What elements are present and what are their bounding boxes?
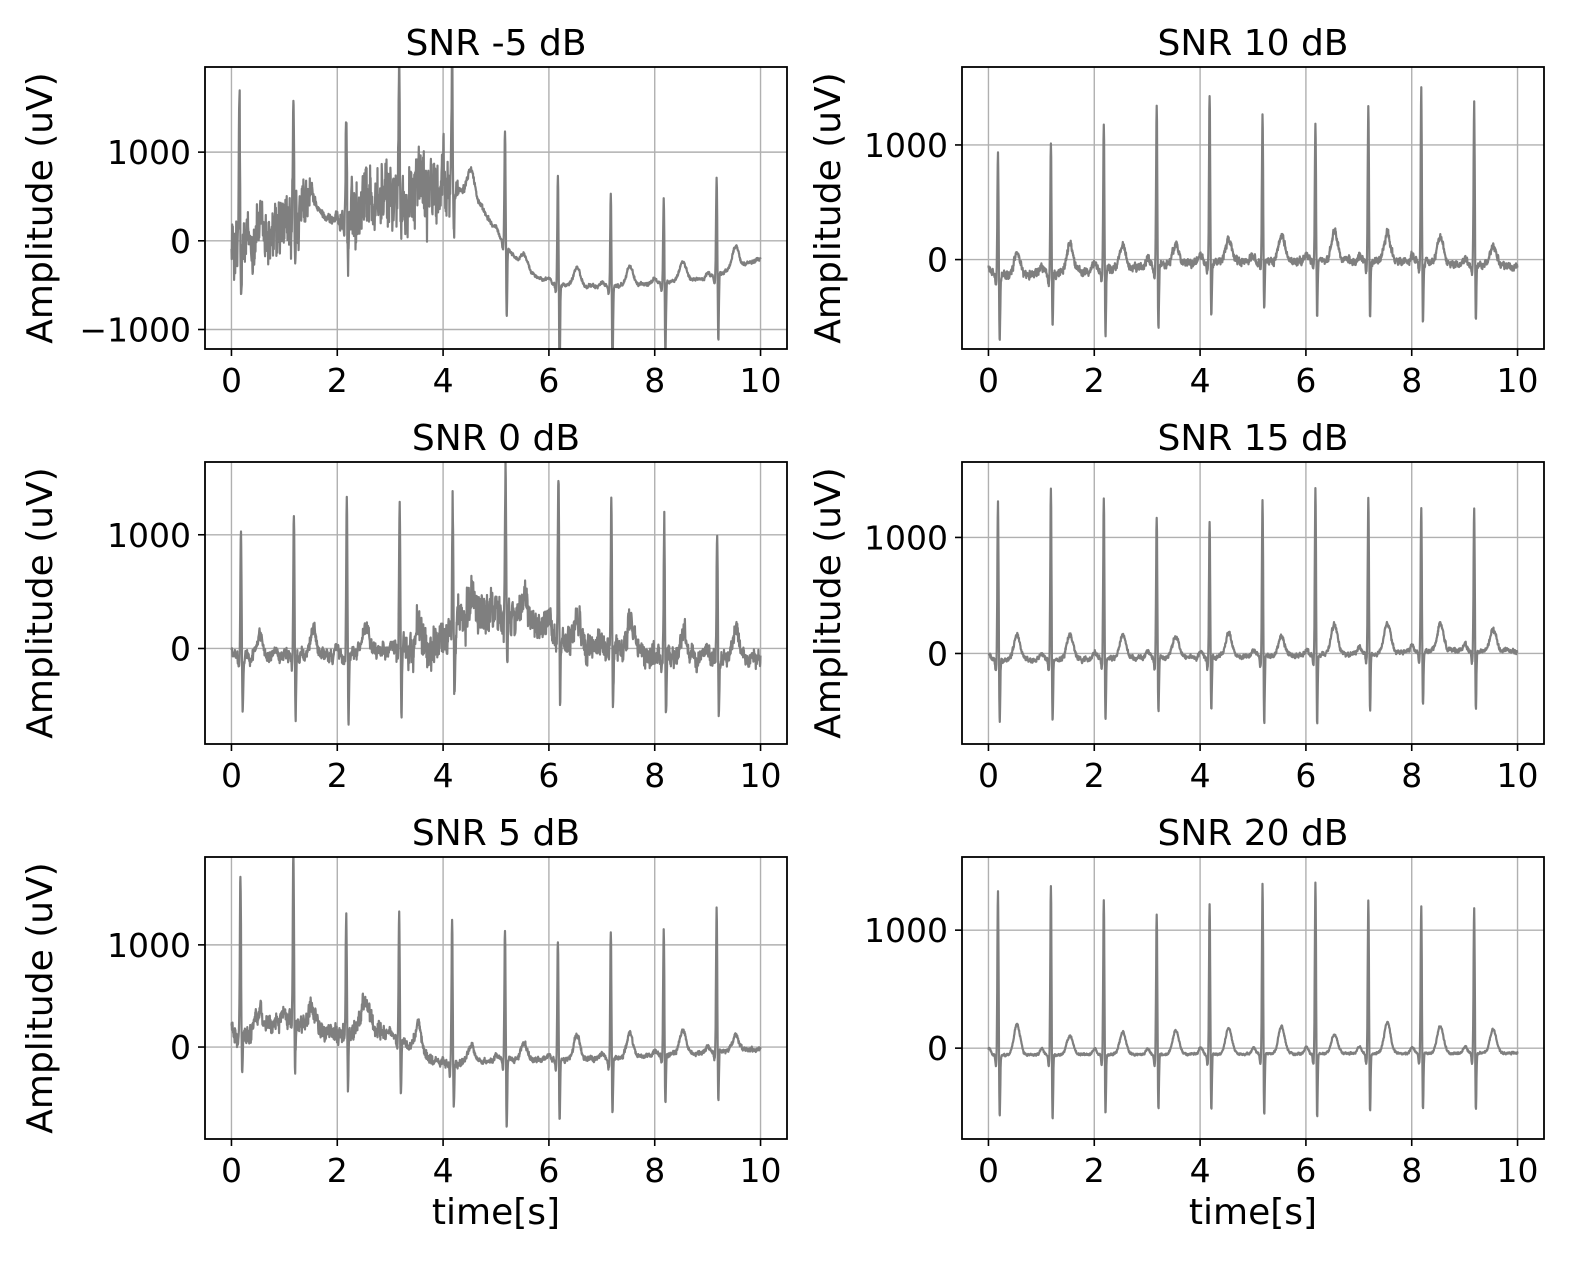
- x-tick-label: 6: [538, 361, 559, 400]
- ecg-signal-line: [230, 857, 762, 1128]
- y-tick-label: 0: [927, 634, 948, 673]
- x-tick-label: 0: [221, 756, 242, 795]
- y-tick-label: 1000: [107, 133, 191, 172]
- x-tick-label: 4: [433, 361, 454, 400]
- y-tick-label: 1000: [864, 126, 948, 165]
- x-tick-label: 6: [1295, 756, 1316, 795]
- x-tick-label: 2: [327, 1151, 348, 1190]
- x-tick-label: 8: [644, 756, 665, 795]
- x-tick-label: 4: [433, 756, 454, 795]
- chart-title: SNR 20 dB: [1157, 813, 1348, 854]
- chart-title: SNR -5 dB: [405, 23, 586, 64]
- x-tick-label: 8: [1401, 361, 1422, 400]
- x-tick-label: 0: [221, 1151, 242, 1190]
- x-tick-label: 2: [327, 361, 348, 400]
- x-tick-label: 0: [221, 361, 242, 400]
- x-axis-label: time[s]: [432, 1192, 560, 1233]
- plot-frame: [961, 66, 1545, 350]
- x-tick-label: 6: [1295, 361, 1316, 400]
- y-tick-label: 0: [170, 1028, 191, 1067]
- ecg-signal-line: [987, 487, 1519, 725]
- ecg-signal-line: [987, 881, 1519, 1120]
- chart-title: SNR 5 dB: [412, 813, 580, 854]
- y-tick-label: −1000: [79, 310, 191, 349]
- y-tick-label: 1000: [107, 516, 191, 555]
- x-tick-label: 4: [433, 1151, 454, 1190]
- y-tick-label: 1000: [107, 926, 191, 965]
- x-tick-label: 10: [1497, 756, 1539, 795]
- x-tick-label: 8: [644, 1151, 665, 1190]
- y-tick-label: 0: [927, 1029, 948, 1068]
- x-tick-label: 6: [538, 756, 559, 795]
- ecg-signal-line: [230, 462, 762, 726]
- chart-panel: 0 2 4 6 8 10 0 1000 SNR 10 dB Amplitude (uV): [808, 23, 1545, 400]
- x-tick-label: 6: [1295, 1151, 1316, 1190]
- plot-frame: [204, 856, 788, 1140]
- y-axis-label: Amplitude (uV): [808, 72, 849, 343]
- chart-panel: 0 2 4 6 8 10 0 1000 SNR 15 dB Amplitude (uV): [808, 418, 1545, 795]
- x-tick-label: 8: [1401, 756, 1422, 795]
- y-tick-label: 1000: [864, 518, 948, 557]
- y-axis-label: Amplitude (uV): [20, 862, 61, 1133]
- plot-frame: [961, 461, 1545, 745]
- x-tick-label: 6: [538, 1151, 559, 1190]
- x-tick-label: 8: [1401, 1151, 1422, 1190]
- chart-panel: 0 2 4 6 8 10 −1000 0 1000 SNR -5 dB Amplitude (uV): [20, 23, 788, 400]
- x-tick-label: 10: [740, 1151, 782, 1190]
- x-tick-label: 4: [1190, 756, 1211, 795]
- x-tick-label: 8: [644, 361, 665, 400]
- y-tick-label: 1000: [864, 911, 948, 950]
- y-tick-label: 0: [170, 629, 191, 668]
- y-axis-label: Amplitude (uV): [20, 467, 61, 738]
- ecg-signal-line: [987, 86, 1519, 341]
- x-tick-label: 4: [1190, 1151, 1211, 1190]
- x-tick-label: 2: [327, 756, 348, 795]
- ecg-signal-line: [230, 67, 762, 349]
- chart-title: SNR 0 dB: [412, 418, 580, 459]
- chart-panel: 0 2 4 6 8 10 0 1000 SNR 0 dB Amplitude (uV): [20, 418, 788, 795]
- x-tick-label: 2: [1084, 1151, 1105, 1190]
- y-tick-label: 0: [170, 222, 191, 261]
- plot-frame: [204, 461, 788, 745]
- chart-title: SNR 15 dB: [1157, 418, 1348, 459]
- x-tick-label: 2: [1084, 361, 1105, 400]
- plot-frame: [204, 66, 788, 350]
- chart-panel: 0 2 4 6 8 10 0 1000 SNR 20 dB time[s]: [864, 813, 1545, 1233]
- y-axis-label: Amplitude (uV): [20, 72, 61, 343]
- x-tick-label: 0: [978, 756, 999, 795]
- y-tick-label: 0: [927, 241, 948, 280]
- x-tick-label: 10: [740, 756, 782, 795]
- plot-frame: [961, 856, 1545, 1140]
- x-axis-label: time[s]: [1189, 1192, 1317, 1233]
- x-tick-label: 10: [1497, 1151, 1539, 1190]
- x-tick-label: 4: [1190, 361, 1211, 400]
- y-axis-label: Amplitude (uV): [808, 467, 849, 738]
- chart-title: SNR 10 dB: [1157, 23, 1348, 64]
- x-tick-label: 10: [740, 361, 782, 400]
- x-tick-label: 2: [1084, 756, 1105, 795]
- x-tick-label: 0: [978, 1151, 999, 1190]
- x-tick-label: 0: [978, 361, 999, 400]
- chart-panel: 0 2 4 6 8 10 0 1000 SNR 5 dB Amplitude (uV) time[s…: [20, 813, 788, 1233]
- x-tick-label: 10: [1497, 361, 1539, 400]
